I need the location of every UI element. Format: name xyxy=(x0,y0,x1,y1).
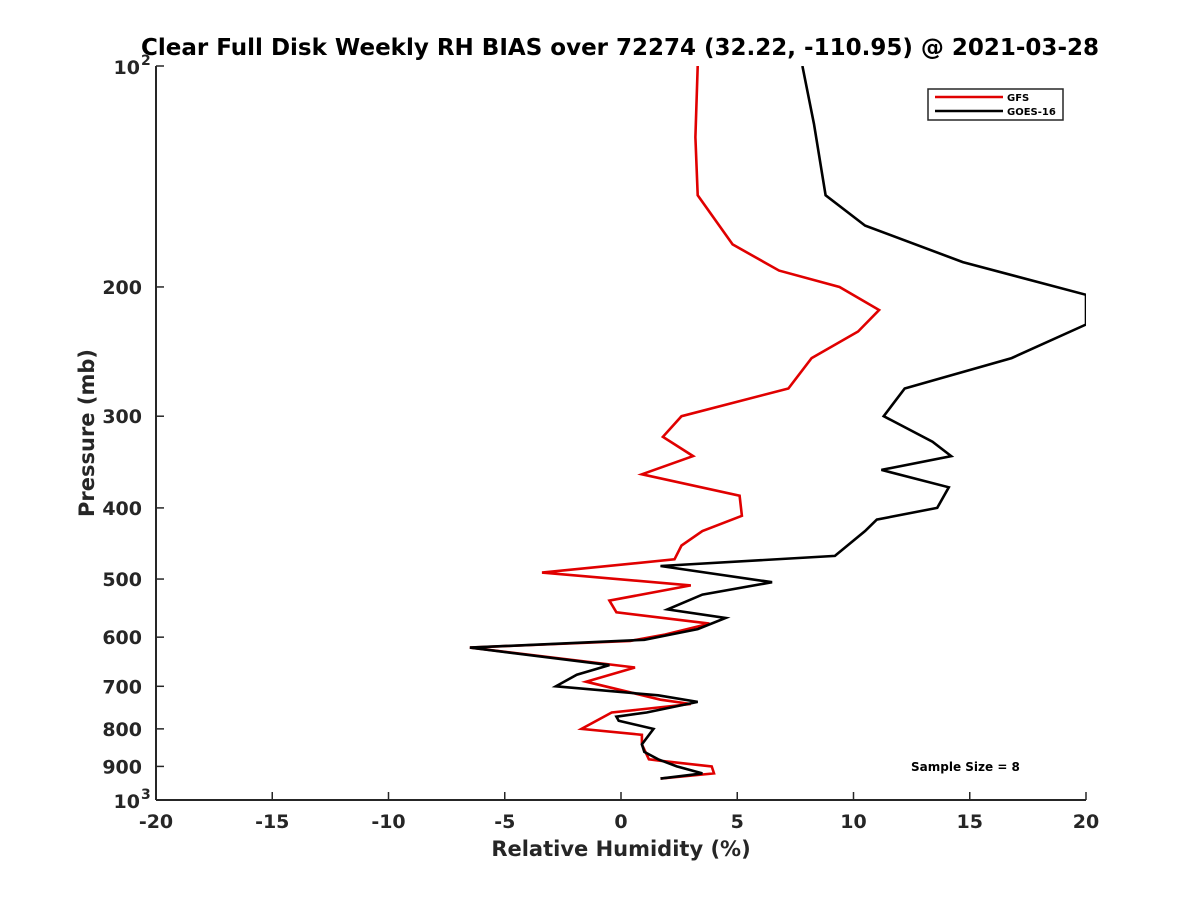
x-tick-label: 5 xyxy=(731,811,744,833)
x-axis-label: Relative Humidity (%) xyxy=(491,837,750,861)
x-tick-label: 15 xyxy=(957,811,983,833)
x-tick-label: -20 xyxy=(139,811,173,833)
legend: GFS GOES-16 xyxy=(927,88,1064,121)
chart-title: Clear Full Disk Weekly RH BIAS over 7227… xyxy=(141,35,1099,61)
sample-size-annotation: Sample Size = 8 xyxy=(911,760,1020,774)
x-tick-label: 20 xyxy=(1073,811,1099,833)
x-tick-label: -15 xyxy=(255,811,289,833)
y-tick-label: 10 xyxy=(114,57,140,79)
x-tick-label: -10 xyxy=(371,811,405,833)
series-line-gfs xyxy=(469,66,882,780)
y-tick-label: 200 xyxy=(102,277,142,299)
y-tick-label: 700 xyxy=(102,676,142,698)
y-tick-exponent: 2 xyxy=(141,53,151,69)
y-tick-label: 900 xyxy=(102,756,142,778)
legend-label-goes-16: GOES-16 xyxy=(1007,107,1056,118)
legend-label-gfs: GFS xyxy=(1007,93,1029,104)
x-axis-ticks: -20 -15 -10 -5 0 5 10 15 20 xyxy=(139,792,1099,833)
x-tick-label: 10 xyxy=(840,811,866,833)
y-tick-label: 800 xyxy=(102,719,142,741)
legend-box xyxy=(927,88,1064,121)
y-tick-label: 600 xyxy=(102,627,142,649)
y-tick-label: 10 xyxy=(114,791,140,813)
y-axis-label: Pressure (mb) xyxy=(75,349,99,517)
x-tick-label: -5 xyxy=(494,811,515,833)
y-tick-exponent: 3 xyxy=(141,787,151,803)
y-tick-label: 300 xyxy=(102,406,142,428)
x-tick-label: 0 xyxy=(614,811,627,833)
series-lines xyxy=(469,66,1086,780)
y-tick-label: 400 xyxy=(102,498,142,520)
series-line-goes-16 xyxy=(469,66,1086,780)
y-tick-label: 500 xyxy=(102,569,142,591)
